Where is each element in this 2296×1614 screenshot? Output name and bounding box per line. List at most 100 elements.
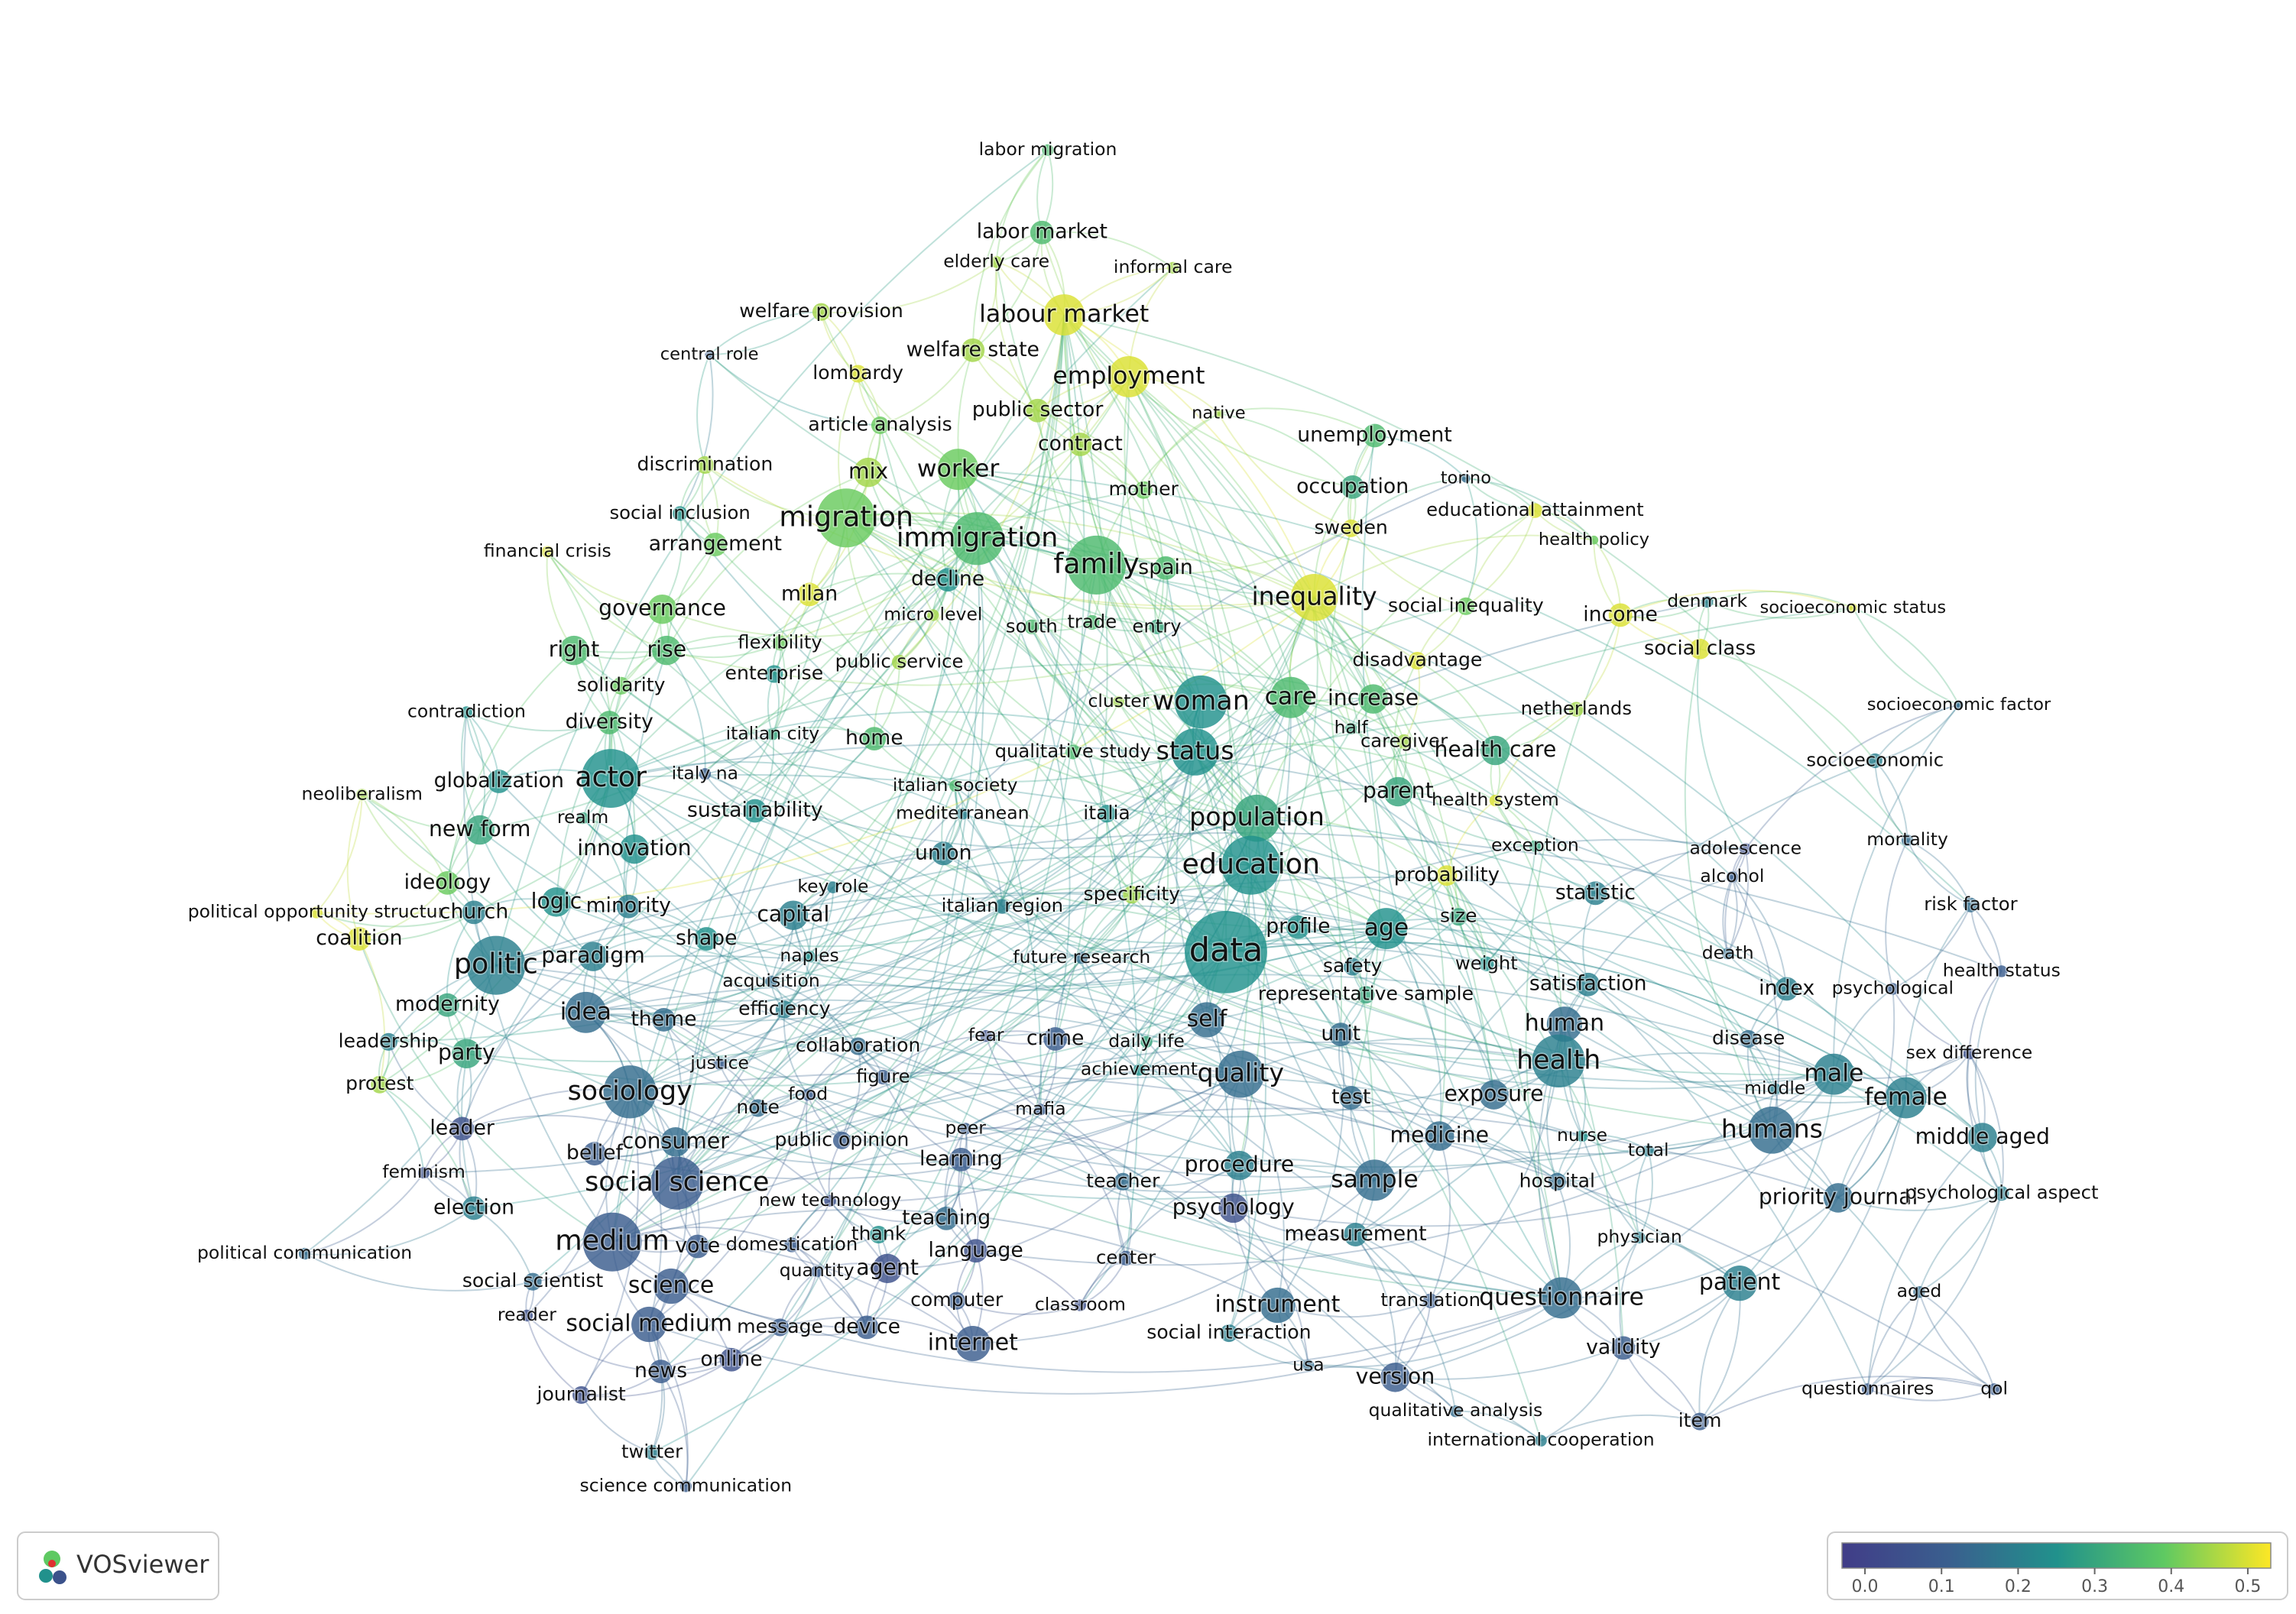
node (1963, 1048, 1976, 1060)
node (1034, 1104, 1047, 1116)
edge (1465, 477, 1536, 511)
edge (1063, 314, 1315, 598)
node (652, 1008, 676, 1032)
edge (1727, 877, 1738, 954)
edge (704, 773, 1257, 849)
node (713, 1058, 726, 1070)
node (355, 789, 368, 801)
edge (358, 882, 449, 940)
edge (462, 697, 1292, 1129)
edge (1297, 926, 1342, 1035)
edge (585, 750, 1073, 1013)
node-label: efficiency (738, 997, 831, 1019)
node-label: logic (531, 888, 582, 913)
edge (1042, 231, 1174, 269)
node (1861, 1383, 1874, 1395)
node-label: health status (1943, 959, 2061, 980)
edge (379, 778, 612, 1086)
node-label: validity (1586, 1335, 1661, 1359)
edge (675, 751, 1196, 1143)
node-label: self (1187, 1006, 1228, 1032)
node-label: justice (689, 1052, 749, 1074)
node (1174, 675, 1227, 729)
edge (608, 721, 1559, 1062)
edge (1313, 597, 1447, 1136)
edge (1079, 443, 1167, 569)
edge (1256, 748, 1496, 819)
edge (1581, 1134, 1649, 1152)
node (679, 1480, 692, 1492)
edge (1968, 1053, 2004, 1194)
edge (1225, 838, 1746, 953)
node-label: middle aged (1915, 1123, 2050, 1149)
node-label: physician (1597, 1226, 1681, 1247)
edge (1232, 1207, 1309, 1366)
edge (754, 738, 875, 812)
edge (1874, 704, 1960, 762)
node-label: quality (1198, 1058, 1285, 1087)
edge (1699, 1376, 1995, 1423)
node-label: immigration (897, 523, 1059, 553)
node (870, 1226, 888, 1244)
edge (882, 1035, 987, 1078)
edge (1454, 1410, 1542, 1442)
node (1358, 684, 1388, 714)
edge (1699, 1283, 1741, 1422)
edge (379, 1084, 425, 1173)
node-label: inequality (1251, 581, 1377, 611)
node-label: migration (779, 500, 913, 533)
node (1546, 1006, 1583, 1042)
edge (1739, 1074, 1835, 1284)
node-label: public sector (972, 398, 1104, 422)
edge (696, 354, 711, 465)
edge (610, 744, 1893, 990)
node-label: health policy (1539, 530, 1649, 549)
node-label: hospital (1519, 1169, 1595, 1191)
scale-tick-label: 0.0 (1852, 1577, 1879, 1596)
node-label: fear (968, 1024, 1004, 1045)
edge (1195, 743, 1496, 802)
node (581, 749, 640, 809)
edge (1874, 704, 1960, 762)
edge (791, 1244, 868, 1328)
node-label: mother (1109, 478, 1179, 500)
node-label: international cooperation (1428, 1429, 1655, 1450)
node-label: half (1334, 717, 1369, 738)
edge (648, 1324, 689, 1486)
edge (1874, 760, 1908, 841)
edge (1194, 605, 1467, 753)
node (649, 1360, 673, 1384)
edge (495, 149, 1049, 966)
edge (976, 538, 1559, 1062)
node (696, 455, 714, 475)
edge (1439, 1135, 1558, 1183)
node-label: teacher (1086, 1169, 1160, 1191)
edge (1731, 877, 1780, 1131)
node-label: contract (1038, 432, 1123, 455)
edge (705, 734, 773, 775)
node-label: labor market (977, 220, 1107, 244)
edge (1648, 1073, 1834, 1152)
node (1541, 1277, 1583, 1319)
node (1286, 915, 1310, 939)
edge (719, 1009, 786, 1065)
edge (620, 685, 1386, 931)
edge (346, 794, 363, 939)
edge (495, 964, 1396, 1379)
node-label: probability (1394, 864, 1500, 886)
node (949, 779, 962, 792)
edge (388, 1041, 463, 1129)
node-label: humans (1721, 1113, 1823, 1143)
node (1043, 1027, 1068, 1051)
node-label: parent (1363, 778, 1434, 803)
node-label: idea (560, 998, 611, 1026)
node (1589, 535, 1599, 545)
node-label: south (1006, 614, 1058, 637)
node (1885, 1077, 1927, 1119)
node (955, 1325, 991, 1362)
node (603, 1065, 657, 1119)
node (1994, 1186, 2009, 1201)
node (699, 768, 712, 780)
node (1107, 355, 1150, 397)
edge (679, 513, 1559, 1062)
